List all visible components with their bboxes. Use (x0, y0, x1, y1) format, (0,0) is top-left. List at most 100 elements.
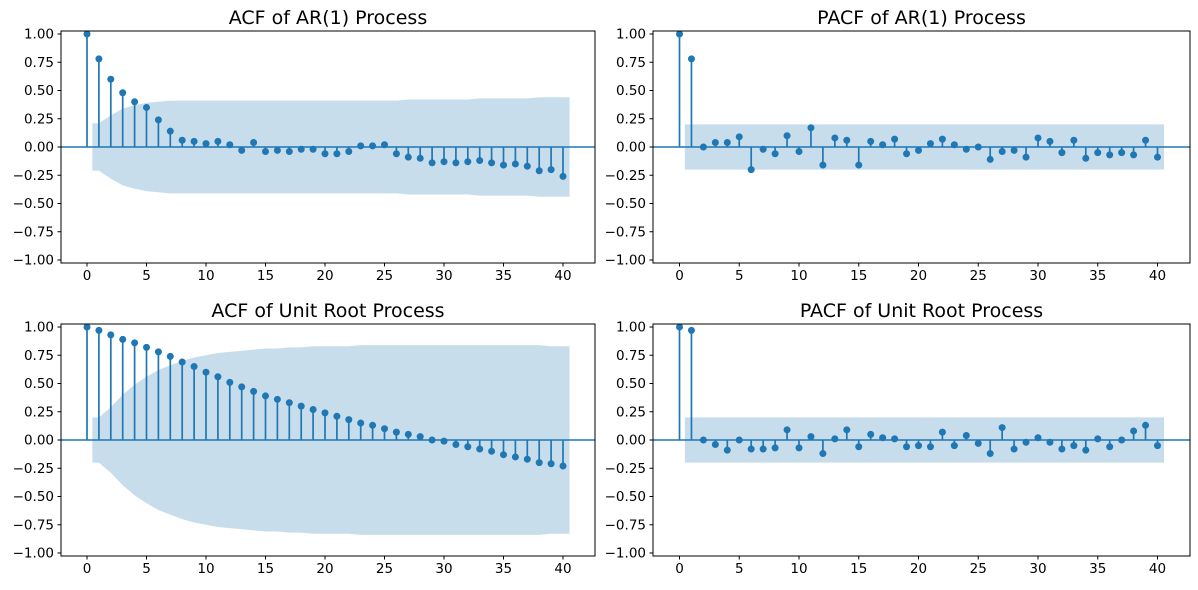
x-tick-label: 15 (850, 561, 867, 577)
marker-lag-33 (1070, 136, 1078, 144)
marker-lag-23 (950, 141, 958, 149)
y-tick-label: −1.00 (605, 253, 646, 269)
x-tick-label: 25 (970, 268, 987, 284)
x-tick-label: 20 (910, 268, 927, 284)
y-tick-label: 0.75 (616, 348, 646, 364)
x-tick-label: 35 (1089, 561, 1106, 577)
marker-lag-17 (285, 148, 293, 156)
marker-lag-22 (345, 148, 353, 156)
marker-lag-16 (867, 430, 875, 438)
y-tick-label: −0.75 (605, 224, 646, 240)
marker-lag-11 (214, 373, 222, 381)
x-tick-label: 0 (83, 561, 92, 577)
marker-lag-36 (511, 160, 519, 168)
marker-lag-37 (523, 162, 531, 170)
marker-lag-7 (166, 127, 174, 135)
marker-lag-25 (381, 425, 388, 433)
marker-lag-35 (1094, 435, 1102, 443)
x-tick-label: 35 (495, 268, 512, 284)
marker-lag-40 (1154, 153, 1161, 161)
marker-lag-24 (369, 421, 377, 429)
x-tick-label: 5 (735, 268, 744, 284)
x-tick-label: 40 (554, 561, 571, 577)
marker-lag-21 (333, 412, 341, 420)
y-tick-label: −0.50 (13, 489, 54, 505)
marker-lag-32 (1058, 445, 1066, 453)
marker-lag-38 (535, 167, 543, 175)
marker-lag-8 (178, 358, 186, 366)
y-tick-label: 1.00 (616, 320, 646, 336)
marker-lag-17 (879, 434, 887, 442)
subplot-pacf-ar1: PACF of AR(1) Process 1.00 0.75 0.50 0.25 0.… (605, 7, 1191, 284)
marker-lag-7 (759, 445, 767, 453)
marker-lag-30 (440, 158, 448, 166)
marker-lag-19 (309, 145, 317, 153)
marker-lag-2 (699, 436, 707, 444)
marker-lag-13 (831, 134, 839, 142)
marker-lag-28 (1010, 445, 1018, 453)
marker-lag-38 (1130, 151, 1138, 159)
marker-lag-35 (1094, 149, 1102, 157)
marker-lag-27 (404, 430, 412, 438)
x-tick-label: 15 (850, 268, 867, 284)
subplot-title-pacf-ar1: PACF of AR(1) Process (817, 7, 1026, 29)
marker-lag-37 (523, 455, 531, 463)
marker-lag-29 (428, 436, 436, 444)
marker-lag-18 (891, 135, 899, 143)
marker-lag-25 (974, 143, 982, 151)
marker-lag-26 (392, 150, 400, 158)
marker-lag-13 (238, 146, 246, 154)
marker-lag-10 (795, 148, 803, 156)
marker-lag-15 (855, 443, 863, 451)
marker-lag-23 (950, 442, 958, 450)
marker-lag-9 (783, 132, 791, 140)
marker-lag-31 (452, 159, 460, 167)
marker-lag-30 (1034, 434, 1042, 442)
x-tick-label: 15 (257, 561, 274, 577)
x-tick-label: 5 (142, 268, 151, 284)
marker-lag-12 (819, 161, 827, 169)
marker-lag-9 (783, 426, 791, 434)
x-tick-label: 35 (495, 561, 512, 577)
subplot-title-pacf-unit-root: PACF of Unit Root Process (800, 300, 1043, 322)
marker-lag-6 (154, 116, 162, 124)
marker-lag-14 (843, 426, 851, 434)
marker-lag-33 (476, 445, 484, 453)
marker-lag-31 (452, 441, 460, 449)
y-tick-label: −0.25 (605, 461, 646, 477)
stem-series (83, 31, 567, 180)
subplot-acf-unit-root: ACF of Unit Root Process 1.00 0.75 0.50 0.2… (13, 300, 596, 577)
marker-lag-19 (903, 443, 911, 451)
marker-lag-40 (1154, 442, 1161, 450)
marker-lag-27 (404, 153, 412, 161)
y-tick-label: 0.75 (24, 55, 54, 71)
marker-lag-40 (559, 462, 567, 470)
marker-lag-11 (807, 433, 815, 441)
y-tick-label: 0.25 (616, 111, 646, 127)
marker-lag-16 (273, 395, 281, 403)
subplot-title-acf-ar1: ACF of AR(1) Process (229, 7, 427, 29)
marker-lag-15 (855, 161, 863, 169)
x-tick-label: 10 (790, 561, 807, 577)
marker-lag-18 (297, 145, 305, 153)
marker-lag-3 (711, 138, 719, 146)
x-tick-label: 0 (675, 561, 684, 577)
marker-lag-32 (1058, 149, 1066, 157)
marker-lag-14 (250, 138, 258, 146)
marker-lag-0 (83, 31, 91, 38)
marker-lag-5 (143, 343, 150, 351)
stem-series (83, 324, 567, 470)
marker-lag-27 (998, 148, 1006, 156)
y-tick-label: 0.25 (24, 404, 54, 420)
marker-lag-1 (95, 326, 103, 334)
y-tick-label: 0.50 (24, 83, 54, 99)
marker-lag-2 (107, 331, 115, 339)
marker-lag-0 (676, 31, 683, 38)
marker-lag-34 (1082, 446, 1090, 454)
y-tick-label: −0.75 (13, 517, 54, 533)
x-tick-label: 40 (554, 268, 571, 284)
marker-lag-14 (250, 387, 258, 395)
marker-lag-30 (1034, 134, 1042, 142)
marker-lag-20 (915, 442, 922, 450)
marker-lag-18 (891, 435, 899, 443)
